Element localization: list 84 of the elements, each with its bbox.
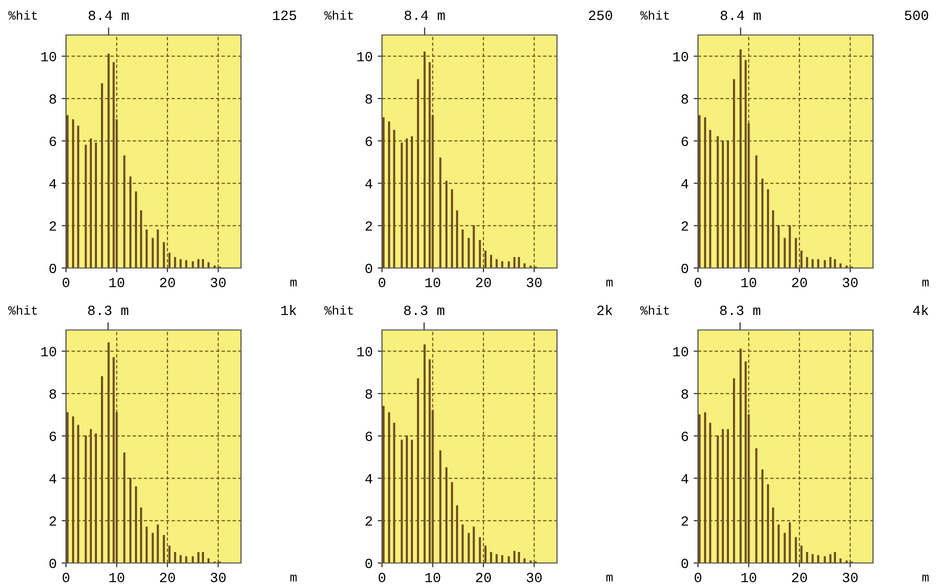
y-axis-title: %hit: [324, 306, 353, 315]
y-tick-label: 0: [681, 264, 688, 274]
x-tick-label: 0: [694, 572, 702, 582]
x-tick-label: 20: [476, 572, 491, 582]
x-axis-title: m: [922, 280, 929, 286]
y-tick-label: 10: [673, 52, 688, 62]
y-tick-label: 10: [357, 346, 372, 356]
y-tick-label: 4: [49, 474, 56, 484]
y-tick-label: 4: [681, 179, 688, 188]
x-tick-label: 30: [526, 572, 542, 582]
y-tick-label: 6: [50, 136, 56, 146]
x-tick-label: 30: [526, 278, 542, 288]
y-tick-label: 8: [682, 389, 688, 399]
y-tick-label: 2: [682, 516, 688, 526]
y-tick-label: 0: [49, 264, 56, 274]
x-axis-title: m: [922, 574, 929, 582]
x-tick-label: 0: [62, 278, 70, 288]
y-axis-title: %hit: [640, 306, 669, 315]
x-axis-title: m: [606, 280, 613, 286]
text: 125: [273, 10, 296, 20]
ref-line-label: 8.4 m: [404, 10, 445, 20]
y-tick-label: 8: [50, 94, 56, 104]
y-tick-label: 10: [357, 52, 372, 62]
text: 2k: [597, 304, 612, 315]
y-axis-title: %hit: [8, 306, 37, 315]
y-tick-label: 6: [50, 432, 56, 442]
y-tick-label: 8: [366, 94, 372, 104]
y-tick-label: 8: [50, 389, 56, 399]
x-axis-title: m: [290, 574, 297, 582]
x-tick-label: 0: [62, 572, 70, 582]
y-tick-label: 4: [49, 179, 56, 188]
ref-line-label: 8.3 m: [404, 306, 444, 316]
ref-line-label: 8.4 m: [720, 10, 761, 20]
y-tick-label: 8: [366, 389, 372, 399]
y-tick-label: 0: [49, 558, 56, 568]
text: 4k: [913, 304, 928, 315]
x-tick-label: 10: [741, 572, 756, 582]
x-tick-label: 10: [109, 572, 124, 582]
y-tick-label: 4: [681, 474, 688, 484]
y-tick-label: 4: [365, 474, 372, 484]
x-tick-label: 10: [425, 278, 440, 288]
x-axis-title: m: [606, 574, 613, 582]
x-tick-label: 20: [792, 278, 807, 288]
y-tick-label: 10: [41, 346, 56, 356]
ref-line-label: 8.3 m: [88, 306, 128, 316]
x-axis-title: m: [290, 280, 297, 286]
ref-line-label: 8.4 m: [88, 10, 129, 20]
y-tick-label: 6: [366, 432, 372, 442]
x-tick-label: 20: [476, 278, 491, 288]
x-tick-label: 30: [210, 572, 226, 582]
x-tick-label: 30: [842, 572, 858, 582]
text: 250: [588, 10, 612, 20]
y-tick-label: 6: [366, 136, 372, 146]
x-tick-label: 20: [792, 572, 807, 582]
x-tick-label: 0: [378, 572, 386, 582]
text: 1k: [281, 304, 296, 315]
text: 500: [904, 10, 928, 20]
y-tick-label: 2: [366, 516, 372, 526]
y-tick-label: 2: [50, 516, 56, 526]
y-tick-label: 6: [682, 136, 688, 146]
x-tick-label: 0: [694, 278, 702, 288]
y-tick-label: 0: [681, 558, 688, 568]
x-tick-label: 10: [425, 572, 440, 582]
y-tick-label: 0: [365, 264, 372, 274]
x-tick-label: 10: [741, 278, 756, 288]
y-tick-label: 8: [682, 94, 688, 104]
y-axis-title: %hit: [8, 10, 37, 20]
x-tick-label: 0: [378, 278, 386, 288]
y-tick-label: 2: [682, 221, 688, 231]
y-tick-label: 10: [41, 52, 56, 62]
y-tick-label: 0: [365, 558, 372, 568]
y-axis-title: %hit: [324, 10, 353, 20]
x-tick-label: 10: [109, 278, 124, 288]
x-tick-label: 30: [210, 278, 226, 288]
y-tick-label: 2: [366, 221, 372, 231]
y-tick-label: 10: [673, 346, 688, 356]
ref-line-label: 8.3 m: [720, 306, 760, 316]
y-tick-label: 4: [365, 179, 372, 188]
y-axis-title: %hit: [640, 10, 669, 20]
x-tick-label: 30: [842, 278, 858, 288]
y-tick-label: 6: [682, 432, 688, 442]
x-tick-label: 20: [160, 572, 175, 582]
x-tick-label: 20: [160, 278, 175, 288]
y-tick-label: 2: [50, 221, 56, 231]
